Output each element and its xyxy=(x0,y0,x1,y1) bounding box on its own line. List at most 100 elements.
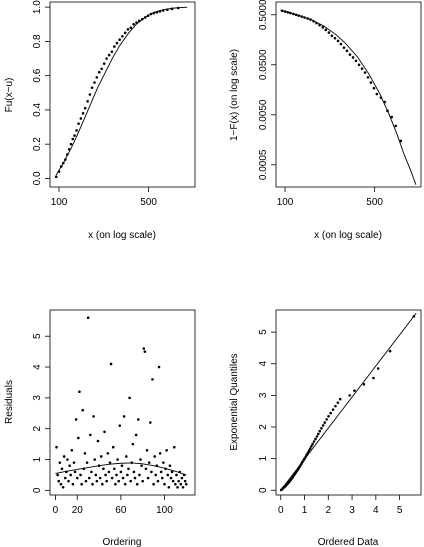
p1-point xyxy=(90,86,94,89)
p3-point xyxy=(153,455,156,458)
p3-point xyxy=(123,482,127,486)
p2-point xyxy=(327,31,331,34)
p1-point xyxy=(126,28,130,31)
panel-fu-ylabel: Fu(x−u) xyxy=(4,78,15,113)
p3-point xyxy=(133,476,137,480)
panel-survival-ylabel: 1−F(x) (on log scale) xyxy=(229,49,240,141)
p3-point xyxy=(170,470,174,474)
p3-point xyxy=(158,452,162,455)
p2-point xyxy=(390,115,394,119)
p3-point xyxy=(108,461,112,464)
p1-point xyxy=(77,122,80,125)
p2-ytick-label: 0.0500 xyxy=(258,49,269,80)
p3-point xyxy=(56,473,59,477)
panel-qq-xticks: 0 1 2 3 4 5 xyxy=(278,495,403,516)
p2-point xyxy=(399,139,403,143)
p3-point xyxy=(74,418,78,421)
panel-residuals-points xyxy=(55,316,188,489)
panel-fu-yticks: 0.0 0.2 0.4 0.6 0.8 1.0 xyxy=(32,0,50,185)
p4-point xyxy=(353,389,356,392)
p2-point xyxy=(354,59,358,63)
p4-point xyxy=(362,383,366,386)
p1-point xyxy=(115,41,119,45)
p4-point xyxy=(312,440,316,443)
p4-point xyxy=(334,404,337,408)
p3-point xyxy=(169,476,173,480)
p3-point xyxy=(175,473,178,477)
p3-point xyxy=(84,479,88,483)
p4-point xyxy=(307,449,311,453)
p3-ytick-label: 1 xyxy=(32,456,43,462)
p3-point xyxy=(101,482,104,486)
p1-point xyxy=(100,67,103,71)
p4-xtick-label: 0 xyxy=(278,505,284,516)
p3-point xyxy=(79,473,82,477)
p3-point xyxy=(147,461,151,464)
p4-point xyxy=(314,437,317,441)
p3-point xyxy=(176,485,179,489)
panel-qq-ylabel: Exponential Quantiles xyxy=(229,353,240,450)
p3-point xyxy=(93,458,96,461)
p3-point xyxy=(110,476,114,480)
p3-point xyxy=(171,479,175,483)
p3-point xyxy=(152,482,155,486)
p1-xtick-label: 500 xyxy=(140,197,157,208)
p1-point xyxy=(73,134,76,137)
p1-ytick-label: 0.8 xyxy=(32,34,43,48)
p3-point xyxy=(165,448,168,452)
p1-ytick-label: 0.2 xyxy=(32,137,43,151)
p3-point xyxy=(159,470,163,474)
p3-point xyxy=(69,473,73,477)
p2-point xyxy=(369,81,373,84)
p3-point xyxy=(83,452,87,455)
p3-point xyxy=(116,458,119,461)
p1-point xyxy=(95,76,99,79)
p3-point xyxy=(107,470,111,474)
p4-point xyxy=(372,376,375,380)
p3-point xyxy=(103,430,106,434)
p3-point xyxy=(154,473,158,477)
p3-point xyxy=(172,445,176,449)
p3-point xyxy=(96,439,100,443)
p1-point xyxy=(107,53,111,57)
p4-xtick-label: 4 xyxy=(373,505,379,516)
p3-point xyxy=(115,473,118,477)
p3-point xyxy=(134,433,138,437)
p3-point xyxy=(131,442,135,446)
p3-point xyxy=(78,390,81,394)
p3-point xyxy=(142,347,146,350)
p2-point xyxy=(357,63,361,67)
p1-point xyxy=(69,142,73,146)
p3-point xyxy=(94,473,98,477)
p1-point xyxy=(75,129,78,132)
p3-point xyxy=(137,418,140,421)
p3-xtick-label: 60 xyxy=(115,505,127,516)
panel-survival-points xyxy=(280,9,403,143)
panel-fu-fitted-curve xyxy=(55,6,188,176)
p1-point xyxy=(123,31,127,35)
p2-point xyxy=(375,92,379,96)
p2-xtick-label: 500 xyxy=(366,197,383,208)
p2-point xyxy=(348,53,352,56)
p2-point xyxy=(330,34,334,38)
panel-survival-frame xyxy=(275,1,422,188)
p2-xtick-label: 100 xyxy=(277,197,294,208)
panel-survival-xlabel: x (on log scale) xyxy=(314,230,382,241)
p4-point xyxy=(329,411,332,415)
panel-survival-fitted-curve xyxy=(280,9,417,185)
p1-ytick-label: 1.0 xyxy=(32,0,43,14)
p2-ytick-label: 0.0050 xyxy=(258,99,269,130)
p3-point xyxy=(160,476,164,480)
p3-point xyxy=(105,479,108,483)
p3-point xyxy=(68,464,71,468)
p2-point xyxy=(324,28,328,32)
panel-qq-reference-line xyxy=(280,312,417,491)
p1-point xyxy=(81,112,85,115)
p1-point xyxy=(83,106,87,110)
p3-point xyxy=(113,467,116,471)
p3-point xyxy=(87,476,91,480)
p3-point xyxy=(92,415,95,418)
p3-point xyxy=(85,461,89,464)
panel-residuals-xticks: 0 20 60 100 xyxy=(53,495,173,516)
p1-point xyxy=(88,93,92,96)
